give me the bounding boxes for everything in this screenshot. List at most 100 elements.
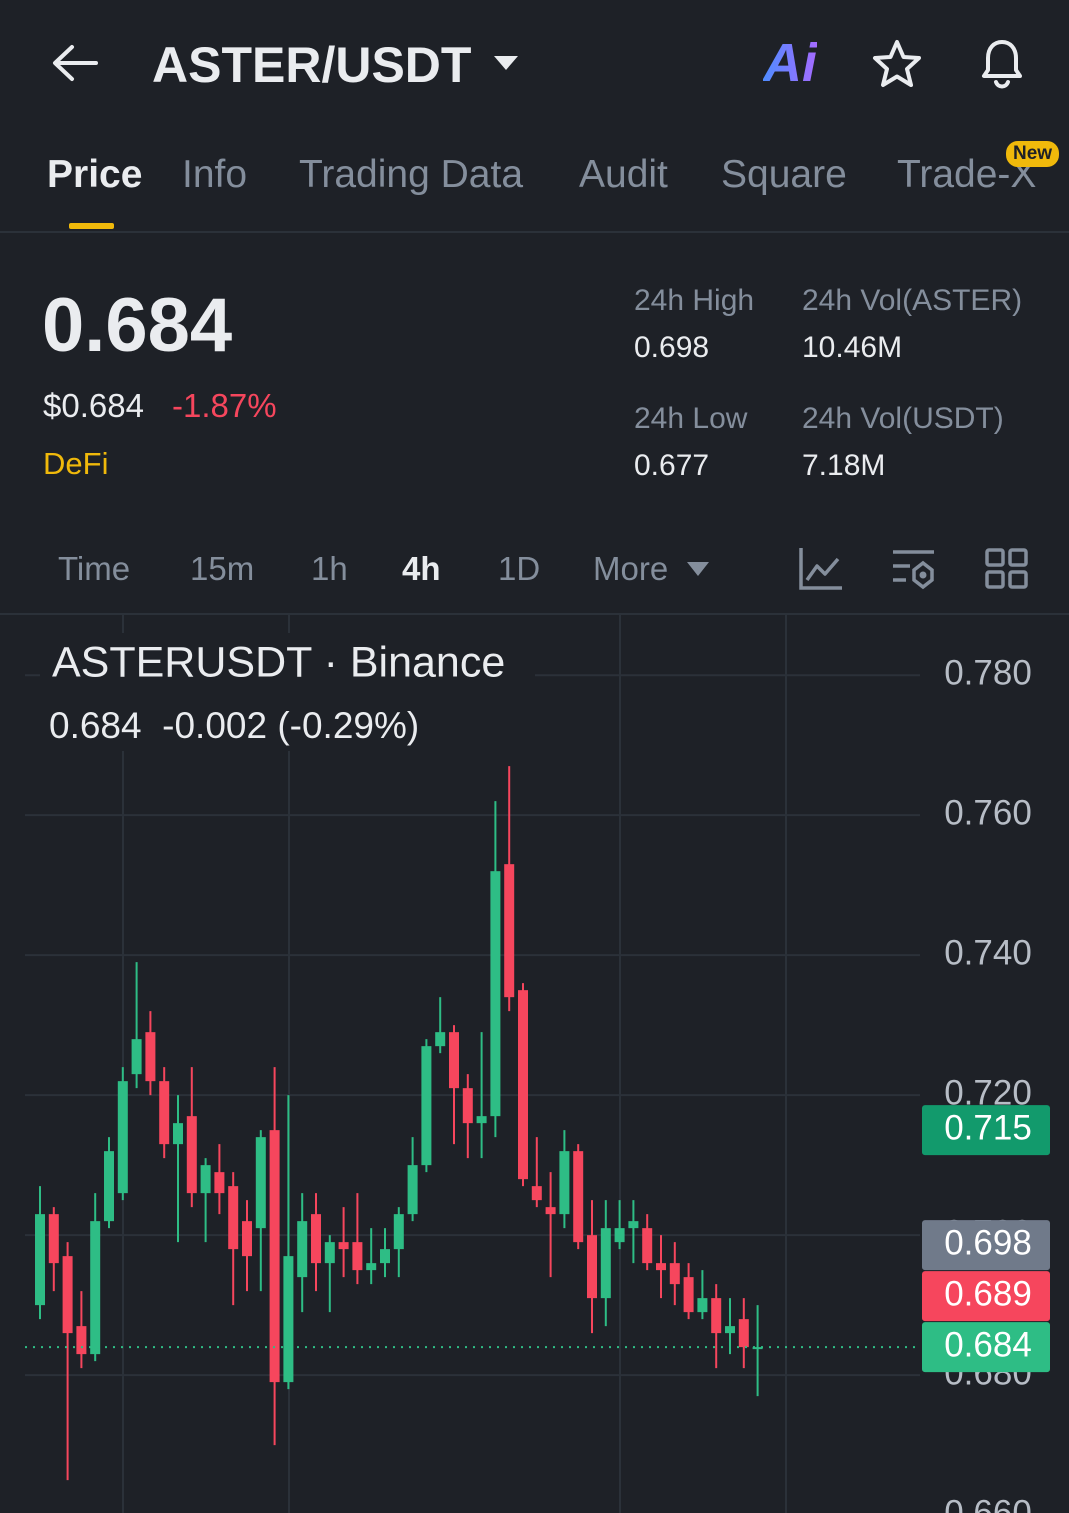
interval-option[interactable]: More bbox=[593, 550, 669, 587]
candle-body bbox=[600, 1228, 611, 1299]
candle-body bbox=[62, 1256, 73, 1334]
y-tick-label: 0.740 bbox=[944, 933, 1032, 972]
candle-body bbox=[35, 1214, 45, 1306]
candle-body bbox=[76, 1326, 87, 1355]
candle-body bbox=[725, 1326, 735, 1334]
candle-body bbox=[421, 1046, 432, 1166]
stat-label: 24h High bbox=[634, 284, 755, 317]
price-marker-label: 0.715 bbox=[944, 1108, 1032, 1147]
candle-body bbox=[573, 1151, 584, 1243]
new-badge: New bbox=[1006, 141, 1060, 167]
candle-body bbox=[173, 1123, 183, 1145]
last-price: 0.684 bbox=[42, 283, 233, 368]
candle-body bbox=[131, 1039, 142, 1075]
pair-title[interactable]: ASTER/USDT bbox=[152, 37, 472, 93]
tab[interactable]: Trading Data bbox=[299, 153, 524, 196]
tab[interactable]: Price bbox=[47, 153, 143, 196]
price-usd: $0.684 bbox=[43, 387, 144, 424]
candle-body bbox=[669, 1263, 680, 1285]
favorite-button[interactable] bbox=[870, 38, 924, 90]
candle-body bbox=[117, 1081, 128, 1194]
candle-body bbox=[504, 864, 515, 998]
candle-body bbox=[683, 1277, 694, 1313]
stat-value: 0.677 bbox=[634, 449, 710, 482]
candle-body bbox=[656, 1263, 666, 1271]
candle-body bbox=[476, 1116, 487, 1124]
candle-body bbox=[145, 1032, 156, 1082]
candle-body bbox=[352, 1242, 363, 1271]
legend-background bbox=[40, 633, 535, 751]
ai-button[interactable]: Ai bbox=[763, 33, 817, 93]
candle-body bbox=[559, 1151, 570, 1215]
more-dropdown[interactable] bbox=[686, 561, 710, 577]
candle-body bbox=[642, 1228, 653, 1264]
separator bbox=[0, 613, 1069, 615]
candle-body bbox=[214, 1172, 225, 1194]
back-button[interactable] bbox=[50, 43, 100, 83]
candle-body bbox=[752, 1347, 763, 1350]
y-tick-label: 0.780 bbox=[944, 653, 1032, 692]
candle-body bbox=[186, 1116, 197, 1194]
pair-dropdown[interactable] bbox=[492, 54, 520, 72]
candle-body bbox=[393, 1214, 404, 1250]
tab[interactable]: Square bbox=[721, 153, 847, 196]
candle-body bbox=[159, 1081, 170, 1145]
candle-body bbox=[297, 1221, 308, 1278]
candle-body bbox=[269, 1130, 280, 1383]
candle-body bbox=[311, 1214, 321, 1264]
price-marker-label: 0.684 bbox=[944, 1325, 1032, 1364]
tab[interactable]: Info bbox=[182, 153, 248, 196]
candle-body bbox=[255, 1137, 266, 1229]
candle-body bbox=[338, 1242, 349, 1250]
active-tab-indicator bbox=[69, 223, 114, 229]
candle-body bbox=[90, 1221, 101, 1355]
indicator-button[interactable] bbox=[890, 546, 938, 592]
price-change: -1.87% bbox=[172, 387, 277, 424]
stat-label: 24h Low bbox=[634, 402, 748, 435]
candle-body bbox=[242, 1221, 252, 1257]
candle-body bbox=[462, 1088, 473, 1124]
candle-body bbox=[200, 1165, 211, 1194]
price-marker bbox=[922, 1105, 1050, 1156]
candle-body bbox=[545, 1207, 556, 1215]
category-tag[interactable]: DeFi bbox=[43, 446, 109, 481]
interval-option[interactable]: Time bbox=[58, 550, 131, 587]
candle-body bbox=[48, 1214, 59, 1264]
candle-body bbox=[490, 871, 501, 1117]
notification-button[interactable] bbox=[974, 34, 1030, 92]
candle-body bbox=[449, 1032, 459, 1089]
candle-body bbox=[738, 1319, 749, 1348]
chart-subtitle: 0.684 -0.002 (-0.29%) bbox=[49, 705, 419, 746]
candle-body bbox=[366, 1263, 377, 1271]
chart-title: ASTERUSDT · Binance bbox=[52, 638, 505, 686]
interval-option[interactable]: 15m bbox=[190, 550, 255, 587]
price-marker bbox=[922, 1220, 1050, 1271]
interval-option[interactable]: 4h bbox=[402, 550, 441, 587]
candle-body bbox=[407, 1165, 418, 1215]
price-marker bbox=[922, 1271, 1050, 1322]
price-marker-label: 0.689 bbox=[944, 1274, 1032, 1313]
candle-body bbox=[228, 1186, 239, 1250]
stat-value: 0.698 bbox=[634, 331, 710, 364]
candle-body bbox=[531, 1186, 542, 1201]
separator bbox=[0, 231, 1069, 233]
tab[interactable]: Audit bbox=[579, 153, 668, 196]
stat-label: 24h Vol(ASTER) bbox=[802, 284, 1023, 317]
candle-body bbox=[711, 1298, 722, 1334]
stat-value: 7.18M bbox=[802, 449, 886, 482]
candle-body bbox=[283, 1256, 294, 1383]
candle-body bbox=[697, 1298, 708, 1313]
candle-body bbox=[587, 1235, 597, 1299]
chart-type-button[interactable] bbox=[798, 546, 844, 592]
candle-body bbox=[628, 1221, 639, 1229]
price-marker bbox=[922, 1322, 1050, 1373]
interval-option[interactable]: 1h bbox=[311, 550, 348, 587]
layout-button[interactable] bbox=[985, 548, 1029, 590]
interval-option[interactable]: 1D bbox=[498, 550, 541, 587]
candle-body bbox=[435, 1032, 446, 1047]
y-tick-label: 0.760 bbox=[944, 793, 1032, 832]
candle-body bbox=[104, 1151, 114, 1222]
price-marker-label: 0.698 bbox=[944, 1223, 1032, 1262]
